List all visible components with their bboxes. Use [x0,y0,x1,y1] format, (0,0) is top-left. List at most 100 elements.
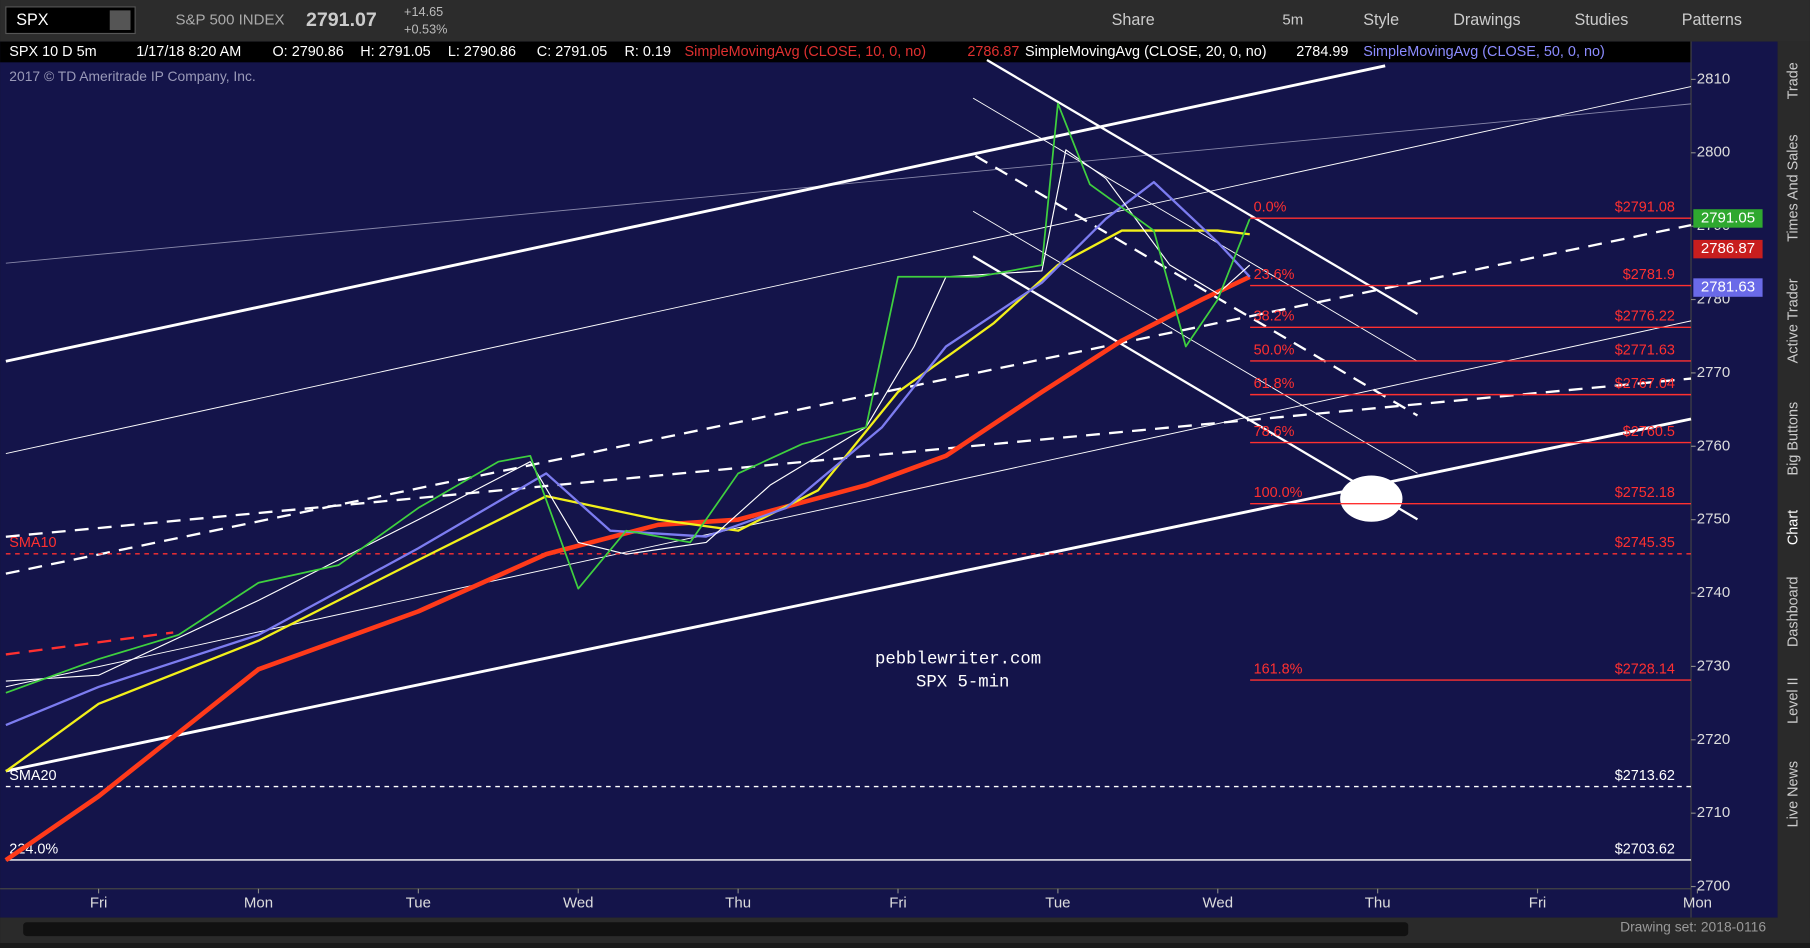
x-tick-label: Mon [1683,895,1712,912]
level-label: $2713.62 [1615,768,1675,784]
y-tick-label: 2800 [1697,144,1730,161]
study-label: SimpleMovingAvg (CLOSE, 50, 0, no) [1363,44,1605,60]
level-tag: 100.0% [1254,485,1303,501]
header: SPX 10 D 5m 1/17/18 8:20 AM O: 2790.86 H: 2… [9,44,1604,60]
target-marker [1340,475,1403,522]
change: +14.65 [404,5,443,19]
toolbar-button[interactable]: Patterns [1682,11,1742,29]
study-label: SimpleMovingAvg (CLOSE, 20, 0, no) [1025,44,1267,60]
scroll-thumb[interactable] [23,922,1409,937]
side-tab[interactable]: Chart [1786,510,1802,545]
symbol: SPX [16,11,49,29]
side-tab[interactable]: Big Buttons [1786,402,1802,476]
y-tick-label: 2710 [1697,804,1730,821]
trendlines [5,59,1692,773]
toolbar-button[interactable]: Drawings [1453,11,1520,29]
price-tag-label: 2791.05 [1701,209,1755,226]
level-tag: 23.6% [1254,267,1295,283]
price-tag [1693,239,1763,259]
toolbar-button[interactable]: Style [1363,11,1399,29]
study-value: 2784.99 [1296,44,1348,60]
header-item: L: 2790.86 [448,44,516,60]
trendline [974,154,1419,417]
instrument-name: S&P 500 INDEX [176,12,285,29]
level-label: $2703.62 [1615,841,1675,857]
header-item: H: 2791.05 [360,44,430,60]
x-tick-label: Fri [1529,895,1547,912]
side-tabs [1777,41,1810,944]
price-tag-label: 2786.87 [1701,240,1755,257]
x-tick-label: Fri [889,895,907,912]
x-tick-label: Wed [1202,895,1233,912]
trendline [5,417,1692,773]
trendline [986,59,1419,315]
y-tick-label: 2730 [1697,657,1730,674]
level-tag: 0.0% [1254,200,1287,216]
x-tick-label: Wed [563,895,594,912]
level-tag: 224.0% [9,841,58,857]
series-line [5,180,1251,727]
level-label: $2781.9 [1623,267,1675,283]
level-tag: 50.0% [1254,342,1295,358]
y-tick-label: 2750 [1697,511,1730,528]
level-label: $2728.14 [1615,661,1675,677]
y-tick-label: 2700 [1697,878,1730,895]
watermark: pebblewriter.com [875,651,1041,670]
price-tag [1693,278,1763,297]
toolbar-button[interactable]: 5m [1282,12,1303,29]
level-tag: 61.8% [1254,376,1295,392]
toolbar-button[interactable]: Share [1112,11,1155,29]
copyright: 2017 © TD Ameritrade IP Company, Inc. [9,68,255,84]
plot: 2700271027202730274027502760277027802790… [4,70,1763,912]
level-tag: 38.2% [1254,309,1295,325]
trendline [972,210,1418,474]
side-tab-list: Trade Times And Sales Active Trader Big But… [1786,62,1802,827]
x-tick-label: Tue [406,895,431,912]
drawing-set: Drawing set: 2018-0116 [1620,919,1766,935]
header-item: R: 0.19 [625,44,671,60]
y-tick-label: 2810 [1697,70,1730,87]
study-label: SimpleMovingAvg (CLOSE, 10, 0, no) [685,44,927,60]
plot-background [0,41,1778,918]
header-item: O: 2790.86 [272,44,343,60]
x-tick-label: Thu [725,895,751,912]
x-tick-label: Mon [244,895,273,912]
level-label: $2791.08 [1615,200,1675,216]
study-value: 2786.87 [967,44,1019,60]
side-tab[interactable]: Trade [1786,62,1802,99]
trendline [5,223,1692,575]
toolbar [0,0,1810,42]
side-tab[interactable]: Dashboard [1786,576,1802,646]
side-tab[interactable]: Live News [1786,761,1802,827]
series-line [5,102,1251,694]
x-tick-label: Tue [1045,895,1070,912]
x-tick-label: Thu [1365,895,1391,912]
trendline [972,255,1419,521]
toolbar-button[interactable]: Studies [1574,11,1628,29]
level-label: $2771.63 [1615,342,1675,358]
trendline [5,64,1386,363]
watermark: SPX 5-min [916,674,1009,693]
side-tab[interactable]: Times And Sales [1786,134,1802,242]
level-label: $2760.5 [1623,424,1675,440]
series-line [4,274,1251,863]
series-line [5,149,1251,682]
y-tick-label: 2720 [1697,731,1730,748]
side-tab[interactable]: Active Trader [1786,278,1802,363]
level-tag: 161.8% [1254,661,1303,677]
dropdown[interactable] [109,10,131,31]
trendline [5,86,1692,455]
y-tick-label: 2740 [1697,584,1730,601]
header-item: C: 2791.05 [537,44,607,60]
level-label: $2776.22 [1615,309,1675,325]
change-pct: +0.53% [404,22,447,36]
side-tab[interactable]: Level II [1786,677,1802,723]
trendline [5,631,174,656]
price-tag-label: 2781.63 [1701,279,1755,296]
study-header [0,41,1692,63]
level-label: $2767.04 [1615,376,1675,392]
level-tag: SMA10 [9,535,56,551]
y-tick-label: 2760 [1697,437,1730,454]
level-tag: SMA20 [9,768,56,784]
